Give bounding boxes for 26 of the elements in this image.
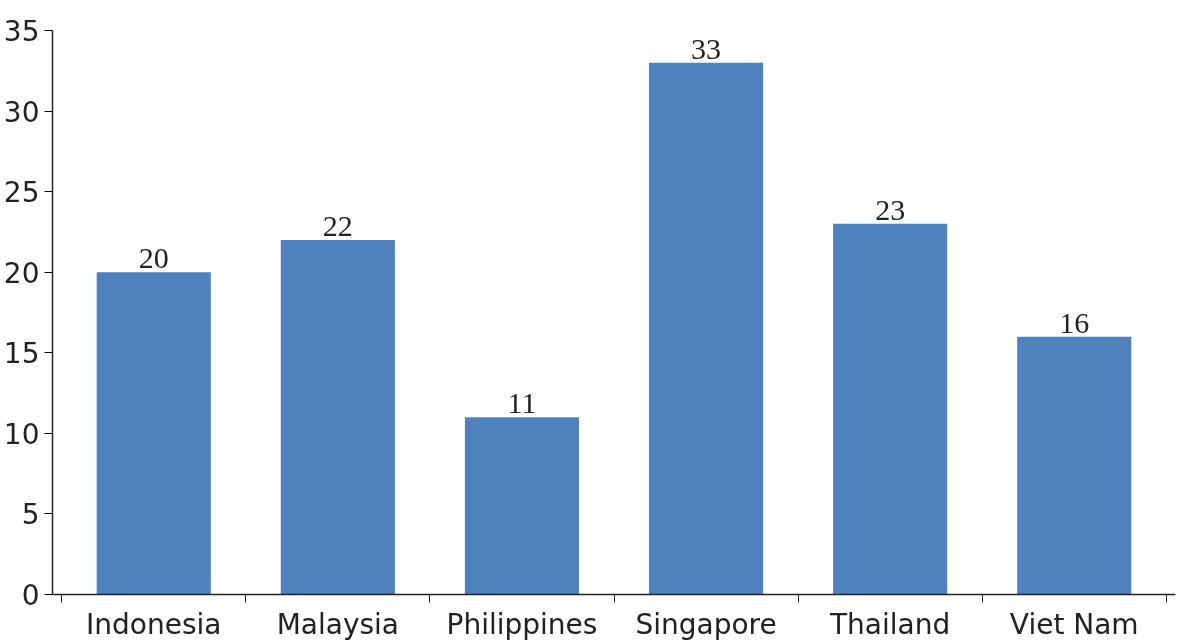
x-tick-label: Malaysia: [276, 607, 400, 641]
x-tick-label: Viet Nam: [1009, 607, 1139, 641]
y-tick-label: 20: [3, 256, 40, 290]
x-tick-label: Thailand: [829, 607, 951, 641]
y-tick-label: 35: [3, 15, 40, 48]
data-label: 23: [875, 192, 906, 226]
y-tick-label: 30: [3, 95, 40, 129]
bar: [648, 62, 764, 595]
y-tick-label: 0: [21, 579, 40, 612]
data-label: 20: [138, 241, 169, 275]
y-tick-label: 15: [3, 337, 40, 371]
y-tick-label: 10: [3, 417, 40, 451]
x-tick-label: Philippines: [446, 607, 598, 641]
data-label: 16: [1059, 305, 1090, 339]
bar: [833, 223, 948, 595]
data-label: 22: [322, 208, 353, 242]
y-tick-label: 25: [3, 176, 40, 210]
data-label: 33: [691, 31, 722, 65]
x-tick-label: Singapore: [635, 607, 777, 641]
x-tick-label: Indonesia: [86, 607, 222, 641]
bar: [1017, 336, 1132, 595]
y-tick-label: 5: [21, 498, 40, 532]
bar: [96, 272, 211, 595]
bar: [464, 417, 580, 595]
data-label: 11: [507, 386, 537, 420]
bar: [280, 239, 395, 595]
